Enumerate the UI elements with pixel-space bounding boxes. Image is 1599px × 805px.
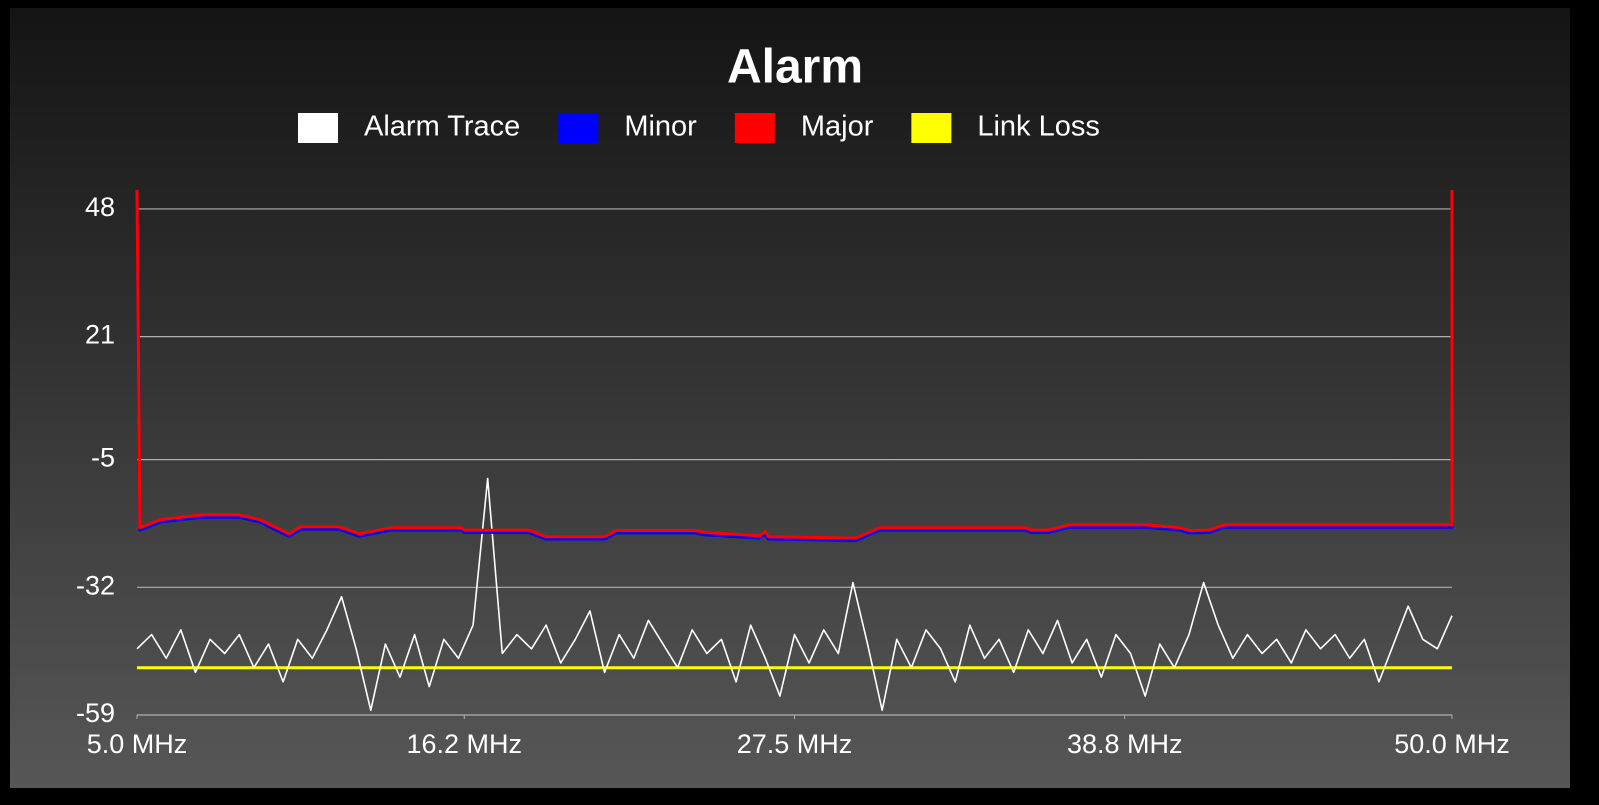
x-tick-label: 16.2 MHz [407,729,523,759]
legend-swatch [911,113,952,143]
y-tick-label: -5 [91,443,115,473]
legend-swatch [734,113,775,143]
x-tick-label: 50.0 MHz [1394,729,1510,759]
legend-label: Alarm Trace [364,111,520,143]
series-line [136,477,1453,712]
y-tick-label: 48 [85,192,115,222]
legend-label: Minor [624,111,697,143]
legend-label: Link Loss [977,111,1100,143]
legend-swatch [298,113,338,143]
chart-background [10,8,1570,788]
series-line [135,189,1454,540]
chart-title: Alarm [727,41,863,94]
x-tick-label: 38.8 MHz [1067,729,1183,759]
x-tick-label: 27.5 MHz [737,729,853,759]
y-tick-label: -32 [76,570,115,600]
legend-swatch [558,113,599,143]
y-tick-label: 21 [85,320,115,350]
series-line [135,189,1454,542]
x-tick-label: 5.0 MHz [87,729,188,759]
y-tick-label: -59 [76,698,115,728]
legend-label: Major [801,111,874,143]
